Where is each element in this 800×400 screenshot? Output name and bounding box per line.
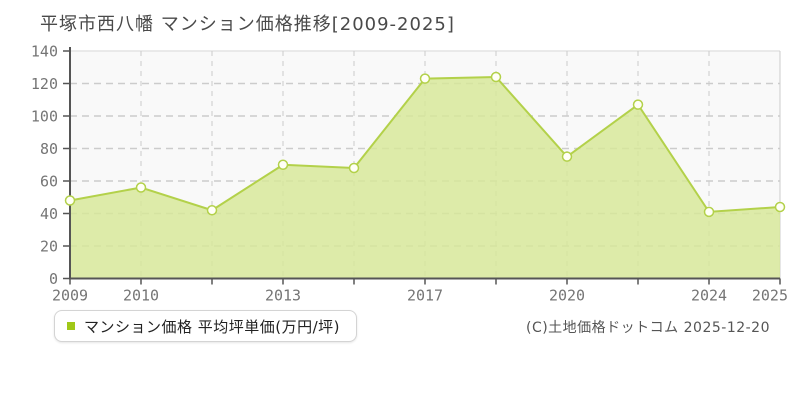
chart-title: 平塚市西八幡 マンション価格推移[2009-2025]: [40, 14, 455, 35]
data-point-marker: [206, 205, 218, 216]
data-point-marker: [703, 206, 715, 218]
y-tick-label: 60: [40, 172, 58, 190]
x-tick-label: 2020: [549, 287, 585, 305]
x-tick-label: 2009: [52, 287, 88, 305]
y-tick-label: 140: [31, 42, 58, 60]
price-area: [70, 77, 780, 279]
copyright-text: (C)土地価格ドットコム 2025-12-20: [525, 320, 770, 336]
data-point-marker: [419, 73, 431, 84]
data-point-marker: [490, 71, 502, 83]
data-point-marker: [774, 201, 786, 213]
legend-swatch-icon: [67, 322, 75, 330]
legend-label: マンション価格 平均坪単価(万円/坪): [84, 317, 341, 336]
legend: マンション価格 平均坪単価(万円/坪): [54, 310, 358, 342]
x-tick-label: 2024: [691, 287, 727, 305]
y-tick-label: 80: [40, 140, 58, 158]
data-point-marker: [348, 162, 360, 174]
x-tick-label: 2017: [407, 287, 443, 305]
y-tick-label: 0: [49, 270, 58, 288]
y-tick-label: 120: [31, 75, 58, 93]
price-trend-chart: 0 20 40 60 80 100 120 140 2009 2010 2013 2017 2020 20…: [31, 42, 788, 305]
y-tick-label: 40: [40, 205, 58, 223]
x-tick-label: 2013: [265, 287, 301, 305]
y-tick-label: 100: [31, 107, 58, 125]
x-tick-label: 2010: [123, 287, 159, 305]
data-point-marker: [277, 159, 289, 170]
x-tick-label: 2025: [752, 287, 788, 305]
data-point-marker: [561, 151, 573, 162]
data-point-marker: [632, 99, 644, 110]
y-tick-label: 20: [40, 237, 58, 255]
data-point-marker: [135, 182, 147, 193]
data-point-marker: [64, 195, 76, 206]
